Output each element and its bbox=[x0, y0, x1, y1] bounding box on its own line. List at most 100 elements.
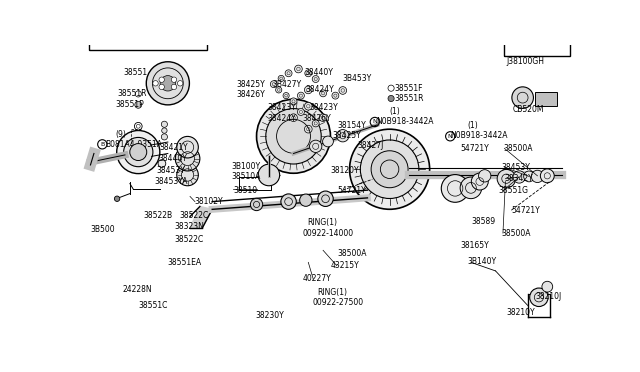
Text: CB520M: CB520M bbox=[513, 105, 544, 115]
Text: 3B453Y: 3B453Y bbox=[343, 74, 372, 83]
Circle shape bbox=[290, 98, 297, 105]
Text: 38425Y: 38425Y bbox=[237, 80, 266, 89]
Text: 38230Y: 38230Y bbox=[255, 311, 284, 320]
Text: 38522C: 38522C bbox=[174, 235, 204, 244]
Circle shape bbox=[497, 170, 516, 188]
Circle shape bbox=[177, 81, 183, 86]
Circle shape bbox=[319, 114, 327, 122]
Circle shape bbox=[172, 77, 177, 83]
Circle shape bbox=[158, 160, 166, 167]
Text: (9): (9) bbox=[115, 130, 126, 140]
Text: N0B918-3442A: N0B918-3442A bbox=[376, 117, 434, 126]
Circle shape bbox=[161, 121, 168, 127]
Circle shape bbox=[332, 92, 339, 99]
Text: 38102Y: 38102Y bbox=[194, 197, 223, 206]
Circle shape bbox=[300, 194, 312, 206]
Circle shape bbox=[360, 140, 419, 199]
Circle shape bbox=[513, 171, 525, 183]
Circle shape bbox=[283, 93, 289, 99]
Text: 38425Y: 38425Y bbox=[332, 131, 361, 140]
Circle shape bbox=[278, 76, 284, 81]
Text: 00922-14000: 00922-14000 bbox=[302, 229, 353, 238]
Circle shape bbox=[479, 170, 491, 182]
Text: 38424Y: 38424Y bbox=[306, 86, 335, 94]
Text: 38427J: 38427J bbox=[358, 141, 384, 150]
Text: 38551F: 38551F bbox=[394, 84, 423, 93]
Circle shape bbox=[159, 84, 164, 90]
Text: B081A4-0351A: B081A4-0351A bbox=[105, 140, 163, 149]
Text: J38100GH: J38100GH bbox=[506, 57, 545, 66]
Text: 38500A: 38500A bbox=[503, 144, 532, 153]
Circle shape bbox=[542, 281, 553, 292]
Text: (1): (1) bbox=[390, 107, 401, 116]
Circle shape bbox=[250, 198, 262, 211]
Circle shape bbox=[305, 102, 312, 110]
Text: 38522C: 38522C bbox=[179, 211, 209, 221]
Text: 40227Y: 40227Y bbox=[302, 275, 331, 283]
Circle shape bbox=[159, 77, 164, 83]
Text: 3B140Y: 3B140Y bbox=[467, 257, 496, 266]
Circle shape bbox=[312, 76, 319, 83]
Text: 38423Y: 38423Y bbox=[309, 103, 338, 112]
Circle shape bbox=[388, 85, 394, 91]
Circle shape bbox=[116, 131, 160, 174]
Circle shape bbox=[388, 95, 394, 102]
Circle shape bbox=[305, 70, 312, 77]
Circle shape bbox=[531, 170, 543, 183]
Text: 38154Y: 38154Y bbox=[338, 121, 367, 130]
Circle shape bbox=[319, 90, 326, 97]
Text: 38510A: 38510A bbox=[232, 173, 261, 182]
Circle shape bbox=[135, 91, 141, 97]
Text: 38551: 38551 bbox=[124, 68, 148, 77]
Circle shape bbox=[162, 128, 167, 133]
Circle shape bbox=[524, 171, 534, 182]
Text: 54721Y: 54721Y bbox=[460, 144, 489, 153]
Circle shape bbox=[298, 109, 305, 115]
Text: 38426Y: 38426Y bbox=[237, 90, 266, 99]
Circle shape bbox=[135, 101, 141, 108]
Text: 3B500: 3B500 bbox=[90, 225, 115, 234]
Text: 38323N: 38323N bbox=[174, 222, 204, 231]
Circle shape bbox=[147, 62, 189, 105]
Text: N0B918-3442A: N0B918-3442A bbox=[450, 131, 508, 140]
Circle shape bbox=[294, 65, 302, 73]
Text: 38500A: 38500A bbox=[502, 229, 531, 238]
Text: 24228N: 24228N bbox=[122, 285, 152, 294]
Circle shape bbox=[172, 84, 177, 90]
Text: 38440Y: 38440Y bbox=[305, 68, 333, 77]
Circle shape bbox=[290, 114, 298, 122]
Text: B: B bbox=[100, 142, 104, 147]
Circle shape bbox=[460, 177, 482, 199]
Circle shape bbox=[530, 288, 548, 307]
Circle shape bbox=[471, 173, 488, 190]
Text: 38551R: 38551R bbox=[394, 94, 424, 103]
Text: 38210Y: 38210Y bbox=[506, 308, 535, 317]
Text: 38210J: 38210J bbox=[535, 292, 561, 301]
Text: RING(1): RING(1) bbox=[307, 218, 337, 227]
Circle shape bbox=[177, 137, 198, 158]
Text: 43215Y: 43215Y bbox=[330, 261, 359, 270]
Text: 38551G: 38551G bbox=[498, 186, 528, 195]
Circle shape bbox=[276, 87, 282, 93]
Circle shape bbox=[285, 70, 292, 77]
Circle shape bbox=[266, 109, 321, 164]
Text: 38342Y: 38342Y bbox=[504, 174, 533, 183]
Circle shape bbox=[339, 87, 347, 94]
Circle shape bbox=[312, 120, 319, 127]
Circle shape bbox=[124, 137, 153, 167]
Circle shape bbox=[160, 76, 175, 91]
Text: 38421Y: 38421Y bbox=[159, 143, 188, 152]
Circle shape bbox=[512, 87, 533, 108]
Bar bbox=[89, 0, 207, 50]
Circle shape bbox=[305, 86, 312, 94]
Text: 00922-27500: 00922-27500 bbox=[312, 298, 364, 307]
Circle shape bbox=[318, 191, 333, 206]
Text: N: N bbox=[448, 134, 452, 139]
Text: 38551C: 38551C bbox=[138, 301, 168, 310]
Text: 38424Y: 38424Y bbox=[268, 114, 296, 123]
Circle shape bbox=[257, 99, 330, 173]
Circle shape bbox=[130, 144, 147, 161]
Circle shape bbox=[323, 136, 333, 147]
Text: 3B427Y: 3B427Y bbox=[273, 80, 302, 89]
Text: 38453Y: 38453Y bbox=[502, 163, 531, 172]
